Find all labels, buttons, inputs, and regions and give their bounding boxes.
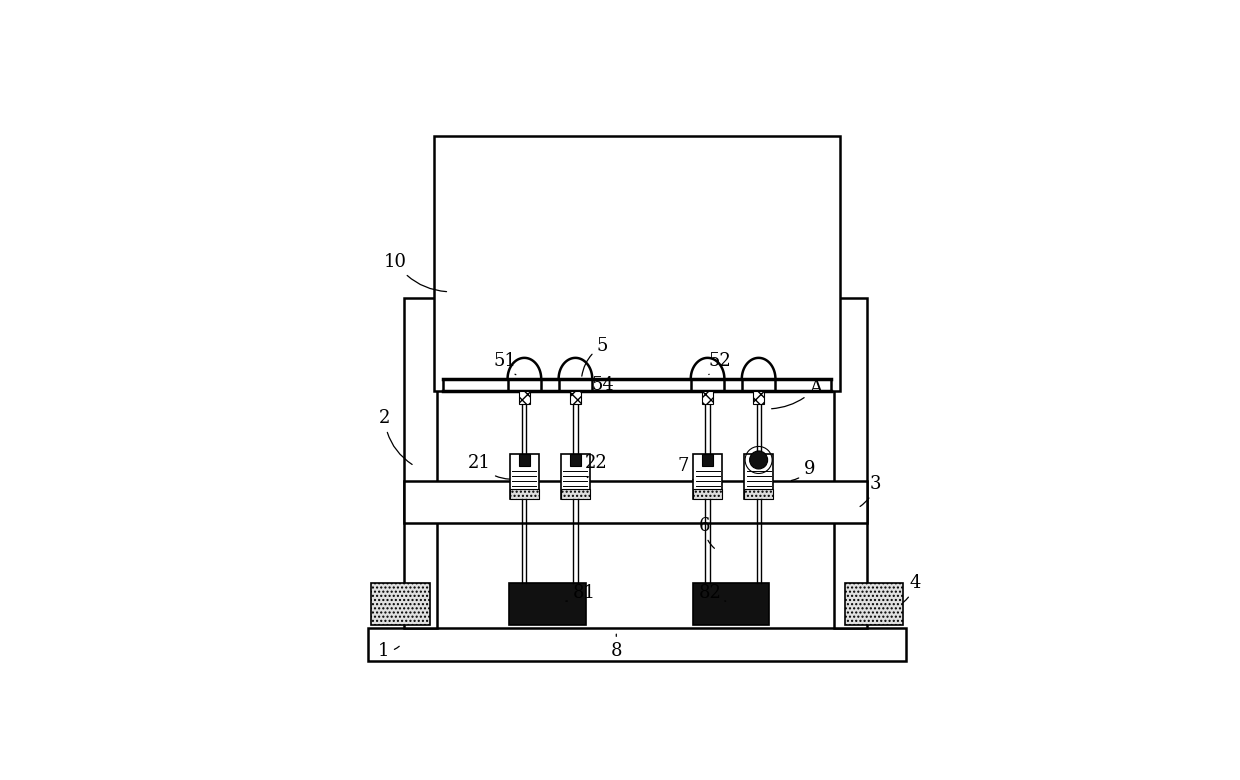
Bar (510, 583, 587, 625)
Bar (520, 454, 529, 466)
Bar (744, 454, 773, 499)
Text: 6: 6 (699, 517, 714, 548)
Text: 82: 82 (699, 584, 725, 602)
Bar (404, 298, 438, 628)
Text: 8: 8 (610, 634, 622, 660)
Bar (753, 391, 764, 404)
Bar (702, 454, 713, 466)
Bar (702, 391, 713, 404)
Bar (520, 391, 529, 404)
Bar (744, 489, 773, 499)
Text: 52: 52 (708, 352, 730, 374)
Text: A: A (771, 379, 822, 409)
Text: 54: 54 (584, 376, 614, 394)
Text: 22: 22 (585, 454, 608, 477)
Text: 10: 10 (383, 253, 446, 292)
Bar (560, 454, 590, 499)
Text: 81: 81 (565, 584, 596, 602)
Circle shape (750, 451, 768, 469)
Text: 9: 9 (791, 460, 816, 480)
Bar (510, 454, 539, 499)
Bar (560, 489, 590, 499)
Text: 4: 4 (903, 574, 920, 602)
Bar (693, 454, 722, 499)
Bar (371, 583, 430, 625)
Text: 3: 3 (861, 475, 882, 506)
Text: 21: 21 (467, 454, 510, 479)
Text: 5: 5 (582, 337, 608, 376)
Bar (844, 583, 904, 625)
Bar (693, 489, 722, 499)
Bar (368, 628, 905, 661)
Bar (833, 298, 867, 628)
Bar (693, 583, 770, 625)
Bar (570, 454, 580, 466)
Text: 1: 1 (377, 642, 399, 660)
Text: 7: 7 (678, 457, 693, 480)
Text: 51: 51 (494, 352, 517, 374)
Bar (570, 391, 580, 404)
Bar (510, 489, 539, 499)
Text: 2: 2 (378, 409, 412, 464)
Bar (404, 481, 867, 523)
Bar (434, 136, 839, 391)
